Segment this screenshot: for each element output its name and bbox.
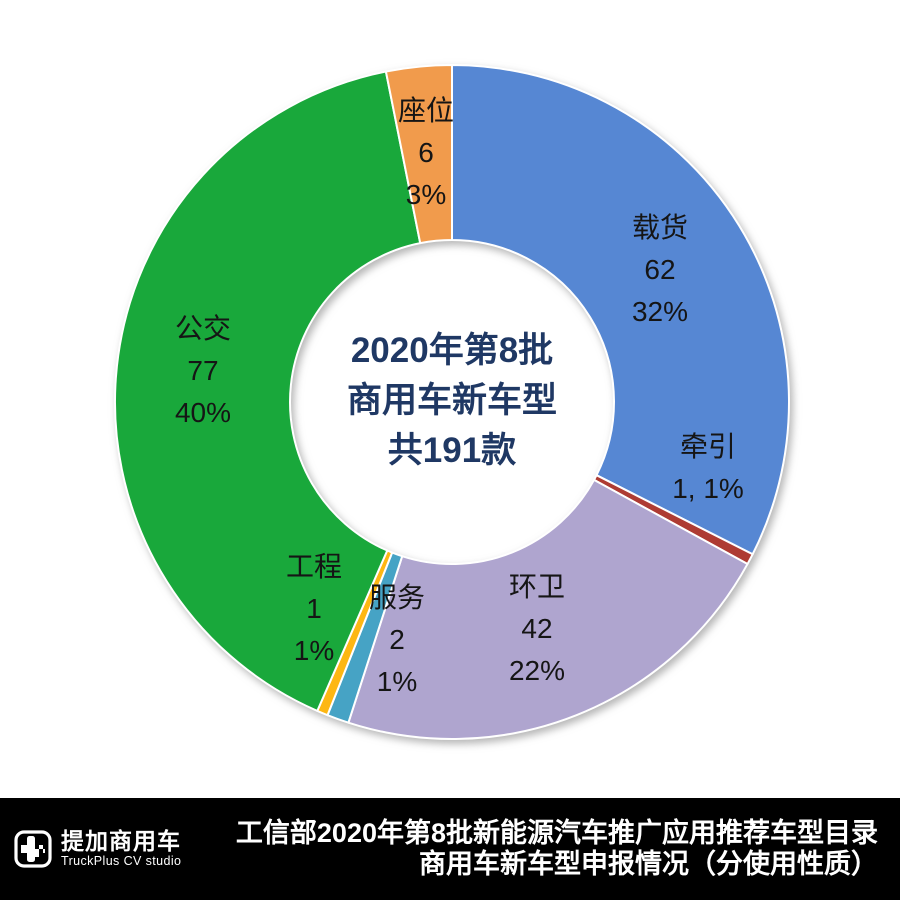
center-line-2: 商用车新车型 bbox=[346, 381, 558, 420]
pie-slice-座位 bbox=[384, 64, 453, 245]
brand-name-cn: 提加商用车 bbox=[61, 828, 181, 854]
footer-title-line-2: 商用车新车型申报情况（分使用性质） bbox=[419, 849, 878, 879]
footer-title: 工信部2020年第8批新能源汽车推广应用推荐车型目录 商用车新车型申报情况（分使… bbox=[181, 818, 900, 880]
donut-pie bbox=[114, 64, 790, 741]
center-line-3: 共191款 bbox=[387, 431, 517, 470]
pie-slice-环卫 bbox=[347, 478, 749, 741]
truckplus-logo-icon bbox=[14, 830, 52, 868]
pie-slice-公交 bbox=[114, 70, 422, 712]
brand-logo: 提加商用车 TruckPlus CV studio bbox=[14, 829, 181, 869]
brand-name-en: TruckPlus CV studio bbox=[61, 854, 182, 868]
brand-logo-text: 提加商用车 TruckPlus CV studio bbox=[61, 829, 181, 869]
center-line-1: 2020年第8批 bbox=[350, 331, 554, 370]
footer-title-line-1: 工信部2020年第8批新能源汽车推广应用推荐车型目录 bbox=[235, 818, 878, 848]
donut-chart: 载货 62 32% 牵引 1, 1% 环卫 42 22% 服务 2 1% 工程 1 1% 公交 77 40% 座位… bbox=[114, 64, 790, 741]
chart-center-label: 2020年第8批 商用车新车型 共191款 bbox=[347, 326, 557, 476]
footer-bar: 提加商用车 TruckPlus CV studio 工信部2020年第8批新能源… bbox=[0, 798, 900, 900]
pie-slice-载货 bbox=[451, 64, 790, 556]
